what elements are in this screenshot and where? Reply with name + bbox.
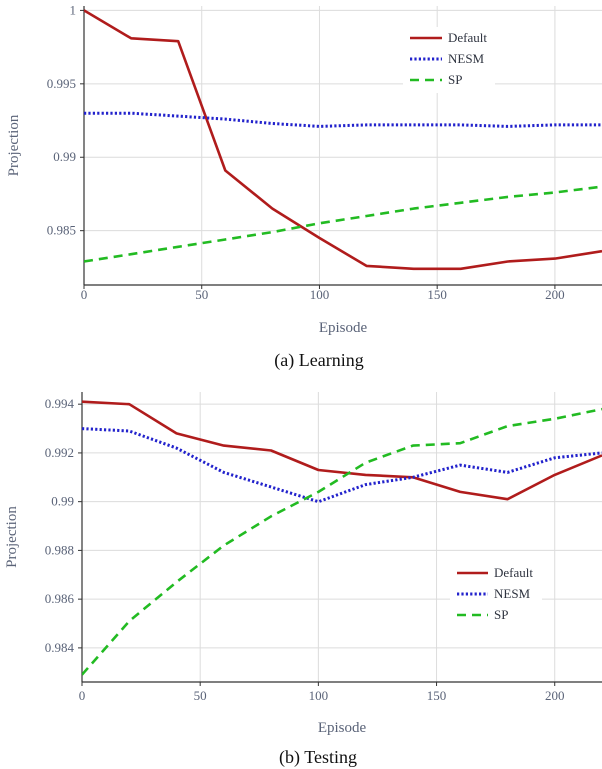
legend-label-nesm: NESM	[494, 586, 531, 601]
series-line-nesm	[82, 427, 602, 504]
y-tick-label: 0.99	[51, 494, 74, 509]
series-line-sp	[82, 407, 602, 676]
legend-label-default: Default	[494, 565, 533, 580]
x-tick-label: 100	[310, 287, 330, 302]
x-tick-label: 50	[195, 287, 208, 302]
x-axis-label: Episode	[319, 320, 368, 336]
y-tick-label: 0.995	[47, 76, 76, 91]
legend-label-sp: SP	[448, 72, 462, 87]
series-line-default	[84, 9, 602, 271]
x-tick-label: 50	[194, 688, 207, 703]
y-tick-label: 0.984	[45, 640, 75, 655]
x-tick-label: 200	[545, 688, 565, 703]
series-line-default	[82, 400, 602, 501]
learning-panel: 0 50 100 150 200 0.985 0.99 0.995 1 Episode Projec…	[6, 2, 602, 371]
y-tick-label: 0.988	[45, 542, 74, 557]
legend-label-nesm: NESM	[448, 51, 485, 66]
figure-caption: (b) Testing	[279, 747, 357, 768]
x-tick-label: 150	[427, 287, 447, 302]
y-tick-label: 1	[70, 2, 77, 17]
x-tick-label: 0	[81, 287, 88, 302]
testing-panel: 0 50 100 150 200 0.984 0.986 0.988 0.99 0.992 0.99…	[4, 392, 602, 768]
series-line-nesm	[84, 111, 602, 128]
figure-caption: (a) Learning	[274, 350, 363, 371]
y-tick-label: 0.992	[45, 445, 74, 460]
x-axis-label: Episode	[318, 720, 367, 736]
x-tick-label: 150	[427, 688, 447, 703]
y-tick-label: 0.986	[45, 591, 75, 606]
x-tick-label: 0	[79, 688, 86, 703]
y-tick-label: 0.99	[53, 149, 76, 164]
legend-label-default: Default	[448, 30, 487, 45]
x-tick-label: 100	[309, 688, 329, 703]
x-tick-label: 200	[545, 287, 565, 302]
legend-label-sp: SP	[494, 607, 508, 622]
y-axis-label: Projection	[6, 114, 22, 176]
y-tick-label: 0.994	[45, 396, 75, 411]
y-axis-label: Projection	[4, 506, 20, 568]
series-line-sp	[84, 185, 602, 263]
y-tick-label: 0.985	[47, 223, 76, 238]
